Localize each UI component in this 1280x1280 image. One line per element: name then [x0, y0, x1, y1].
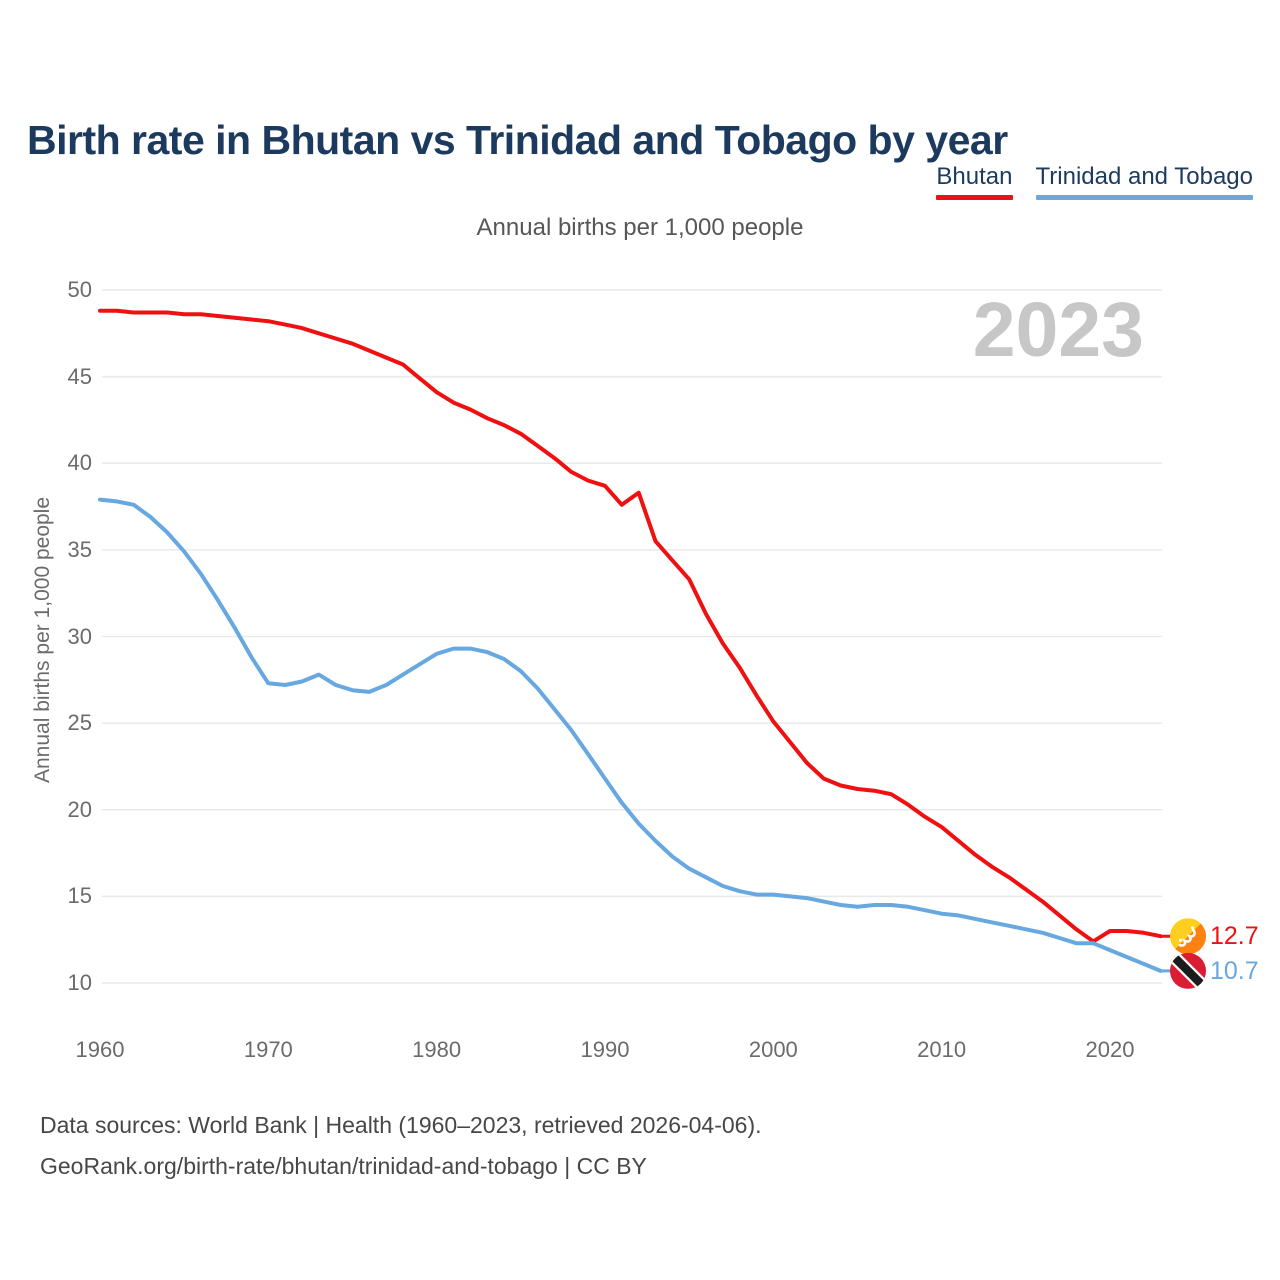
page-title: Birth rate in Bhutan vs Trinidad and Tob… [27, 117, 1008, 164]
trinidad-and-tobago-line [98, 497, 1163, 973]
x-tick-label: 2020 [1085, 1037, 1135, 1062]
bhutan-line [98, 308, 1163, 944]
trinidad-and-tobago-flag-icon [1170, 952, 1206, 989]
y-tick-label: 45 [67, 363, 92, 389]
legend-label-trinidad-and-tobago: Trinidad and Tobago [1035, 163, 1254, 190]
legend-underline-bhutan [936, 195, 1013, 200]
gridlines [102, 289, 1162, 984]
x-tick-label: 2000 [748, 1037, 798, 1062]
legend-underline-trinidad-and-tobago [1035, 195, 1253, 200]
y-tick-label: 15 [67, 883, 92, 909]
x-tick-label: 1990 [580, 1037, 630, 1062]
y-tick-label: 40 [67, 450, 92, 476]
bhutan-flag-icon [1170, 918, 1206, 955]
x-tick-label: 1970 [243, 1037, 293, 1062]
chart-subtitle: Annual births per 1,000 people [476, 214, 804, 241]
y-tick-label: 50 [67, 277, 92, 302]
legend-item-bhutan[interactable]: Bhutan [936, 163, 1013, 200]
y-tick-label: 25 [67, 710, 92, 736]
y-tick-label: 20 [67, 796, 92, 822]
year-watermark: 2023 [972, 287, 1144, 373]
legend-item-trinidad-and-tobago[interactable]: Trinidad and Tobago [1035, 163, 1254, 200]
data-source-line: Data sources: World Bank | Health (1960–… [40, 1112, 762, 1138]
attribution-line: GeoRank.org/birth-rate/bhutan/trinidad-a… [40, 1153, 647, 1179]
legend: Bhutan Trinidad and Tobago [936, 163, 1253, 200]
x-tick-label: 1960 [75, 1037, 125, 1062]
trinidad-and-tobago-end-value: 10.7 [1210, 956, 1259, 985]
data-source-note: Data sources: World Bank | Health (1960–… [40, 1105, 762, 1187]
x-tick-label: 1980 [412, 1037, 462, 1062]
y-tick-label: 35 [67, 536, 92, 562]
legend-label-bhutan: Bhutan [936, 163, 1013, 190]
y-tick-label: 10 [67, 970, 92, 995]
x-tick-label: 2010 [917, 1037, 967, 1062]
bhutan-end-value: 12.7 [1210, 922, 1259, 951]
y-tick-label: 30 [67, 623, 92, 649]
